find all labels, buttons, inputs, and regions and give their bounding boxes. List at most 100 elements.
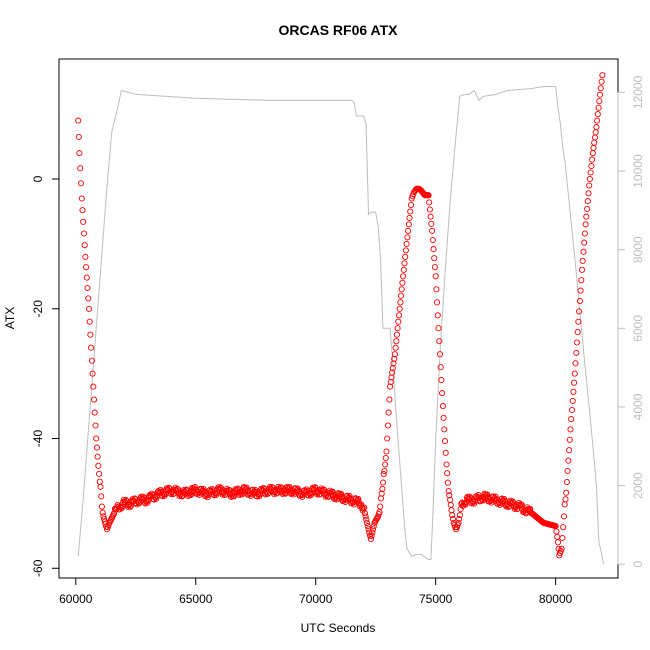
data-point [88,357,95,364]
data-point [383,448,390,455]
data-point [338,490,345,497]
data-point [89,370,96,377]
data-point [441,426,448,433]
data-point [437,364,444,371]
data-point [429,236,436,244]
data-point [93,444,100,451]
data-point [399,279,406,286]
data-point [406,214,413,221]
x-axis: 60000 65000 70000 75000 80000 [59,577,573,606]
data-point [436,351,444,358]
data-point [243,484,250,491]
data-point [380,471,387,478]
data-point [402,247,409,254]
altitude-line [77,86,605,565]
data-point [393,338,400,345]
data-point [433,286,440,293]
data-point [455,519,462,526]
data-point [395,318,402,325]
data-point [385,409,392,416]
data-point [576,297,583,305]
data-point [588,162,595,170]
data-point [566,436,573,443]
y2-tick-label: 4000 [631,393,645,420]
data-point [405,227,412,234]
data-point [95,462,102,469]
data-point [369,526,377,533]
data-point [286,483,293,491]
data-point [593,124,600,131]
data-point [599,72,606,79]
data-point [363,519,371,526]
data-point [575,318,582,325]
data-point [596,98,603,105]
data-point [365,526,372,533]
data-point [77,165,84,172]
x-axis-label: UTC Seconds [301,621,376,635]
data-point [439,403,446,410]
y-tick-label: -60 [31,559,45,577]
data-point [484,491,491,498]
data-point [582,221,589,228]
data-point [384,422,391,429]
data-point [434,312,441,319]
data-point [479,497,486,504]
data-point [389,369,396,376]
data-point [98,503,105,510]
data-point [96,470,103,477]
data-point [568,406,575,414]
data-point [87,331,94,338]
data-point [382,454,389,462]
data-point [80,230,88,237]
data-point [380,479,387,486]
data-point [429,227,436,234]
x-tick-label: 80000 [539,592,573,606]
x-tick-label: 65000 [179,592,213,606]
data-point [571,370,578,377]
data-point [387,383,394,390]
y2-tick-label: 6000 [631,315,645,342]
data-point [200,485,207,492]
data-point [81,242,88,249]
y-axis-right: 0 2000 4000 6000 8000 10000 12000 [617,75,645,568]
data-point [97,483,104,490]
data-point [361,510,368,517]
data-point [83,264,90,271]
data-point [574,329,581,336]
y-tick-label: -40 [31,430,45,448]
data-point [294,486,301,493]
y2-tick-label: 2000 [631,472,645,499]
data-point [444,479,451,486]
data-point [449,512,456,519]
data-point [432,273,439,280]
data-point [577,287,584,294]
data-point [395,312,403,319]
y-axis-left: -60 -40 -20 0 [31,175,60,577]
data-point [562,496,569,503]
data-point [472,493,479,501]
y-tick-label: -20 [31,300,45,318]
data-point [434,299,441,306]
data-point [445,488,452,495]
data-point [217,484,224,491]
data-point [442,449,449,456]
data-point [572,360,579,367]
data-point [391,351,398,358]
data-point [78,195,85,202]
data-point [586,175,593,183]
data-point [554,539,562,546]
data-point [430,246,437,253]
data-point [449,515,456,523]
data-point [407,208,414,215]
data-point [595,104,602,111]
data-point [381,467,388,475]
data-point [396,305,403,312]
chart-title: ORCAS RF06 ATX [278,22,398,38]
data-point [342,498,349,506]
data-point [85,305,93,312]
data-point [321,486,328,493]
data-point [584,198,591,205]
data-point [397,292,405,299]
data-point [92,422,99,429]
